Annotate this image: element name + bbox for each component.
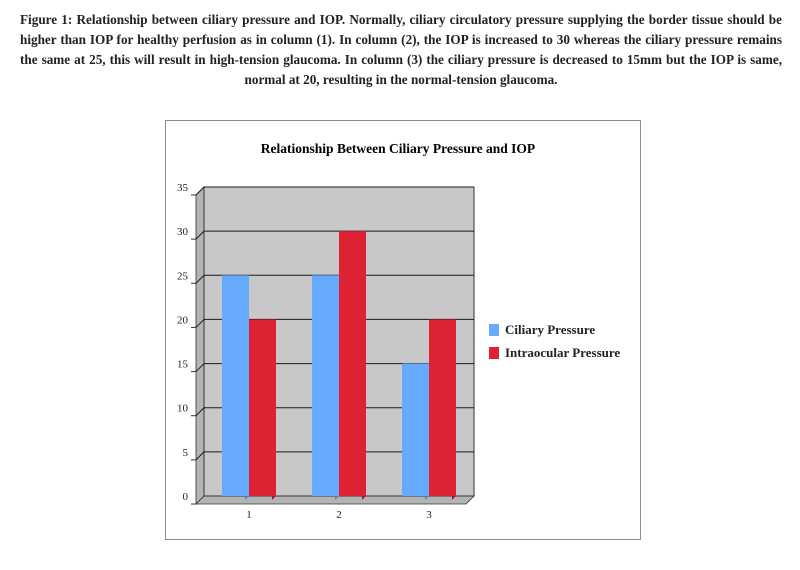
y-tick-label: 15	[177, 359, 189, 371]
bar-ciliary-pressure-2	[312, 275, 339, 496]
gridline-depth	[195, 451, 205, 461]
legend-label: Intraocular Pressure	[505, 345, 620, 360]
bar-intraocular-pressure-1	[249, 319, 276, 496]
y-tick-label: 10	[177, 403, 189, 415]
legend-swatch	[489, 324, 499, 336]
y-tick-label: 0	[183, 491, 189, 503]
y-tick-label: 5	[183, 447, 189, 459]
y-tick-label: 25	[177, 270, 189, 282]
gridline-depth	[195, 186, 205, 196]
bar-intraocular-pressure-2	[339, 231, 366, 496]
bar-intraocular-pressure-3	[429, 319, 456, 496]
legend-swatch	[489, 347, 499, 359]
legend-label: Ciliary Pressure	[505, 322, 595, 337]
gridline-depth	[195, 363, 205, 372]
gridline-depth	[195, 407, 205, 417]
y-tick-label: 30	[177, 226, 189, 238]
figure-caption: Figure 1: Relationship between ciliary p…	[20, 12, 782, 87]
y-tick-label: 20	[177, 314, 189, 326]
x-tick-label: 3	[426, 509, 432, 521]
x-tick-label: 1	[246, 509, 252, 521]
bar-ciliary-pressure-1	[222, 275, 249, 496]
bar-ciliary-pressure-3	[402, 363, 429, 496]
chart-title: Relationship Between Ciliary Pressure an…	[261, 141, 535, 156]
gridline-depth	[195, 319, 205, 328]
y-tick-label: 35	[177, 182, 189, 194]
x-tick-label: 2	[336, 509, 342, 521]
gridline-depth	[195, 230, 205, 240]
gridline-depth	[195, 274, 205, 284]
